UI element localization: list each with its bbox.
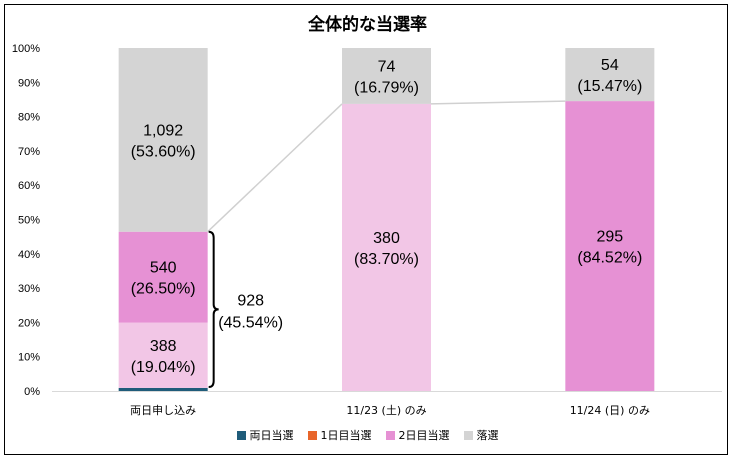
y-tick-label: 100% [12,43,40,55]
y-tick-label: 80% [18,112,40,124]
data-label: (83.70%) [354,251,419,268]
y-tick-label: 0% [24,386,40,398]
chart-title: 全体的な当選率 [308,15,427,35]
connector-line [430,100,566,105]
data-label: (15.47%) [577,78,642,95]
legend-swatch [385,430,395,440]
connector-line [207,103,343,233]
data-label: 54 [601,57,619,74]
annotation-total-pct: (45.54%) [218,314,283,331]
bar-segment [342,103,431,391]
data-label: (26.50%) [131,281,196,298]
data-label: (53.60%) [131,143,196,160]
data-label: (84.52%) [577,250,642,267]
bar-segment [118,387,208,391]
legend-item: 1日目当選 [307,427,372,443]
bar-segment [565,101,655,391]
legend-swatch [236,430,246,440]
y-tick-label: 10% [18,352,40,364]
data-label: 540 [150,260,177,277]
y-tick-label: 90% [18,77,40,89]
annotation-total-value: 928 [237,292,264,309]
bar-segment [118,322,208,388]
data-label: 388 [150,338,177,355]
x-category-label: 11/23 (土) のみ [346,404,426,417]
data-label: 1,092 [143,122,183,139]
y-tick-label: 60% [18,180,40,192]
data-label: 74 [378,58,396,75]
legend-swatch [463,430,473,440]
y-tick-label: 20% [18,317,40,329]
legend-item: 2日目当選 [385,427,450,443]
x-category-label: 両日申し込み [130,404,196,417]
data-label: 295 [596,229,623,246]
legend-item: 両日当選 [236,427,294,443]
legend-label: 両日当選 [249,429,294,442]
y-tick-label: 50% [18,215,40,227]
data-label: (19.04%) [131,359,196,376]
bar-segment [565,48,655,102]
chart-legend: 両日当選 1日目当選 2日目当選 落選 [0,427,735,443]
y-tick-label: 30% [18,283,40,295]
legend-label: 1日目当選 [320,429,372,442]
y-tick-label: 40% [18,249,40,261]
data-label: 380 [373,230,400,247]
legend-label: 2日目当選 [398,429,450,442]
legend-swatch [307,430,317,440]
legend-item: 落選 [463,427,499,443]
bar-segment [118,48,208,232]
annotation-brace [208,230,219,388]
bar-segment [118,231,208,323]
legend-label: 落選 [476,429,499,442]
data-label: (16.79%) [354,79,419,96]
y-tick-label: 70% [18,146,40,158]
x-category-label: 11/24 (日) のみ [570,404,650,417]
bar-segment [342,48,431,104]
